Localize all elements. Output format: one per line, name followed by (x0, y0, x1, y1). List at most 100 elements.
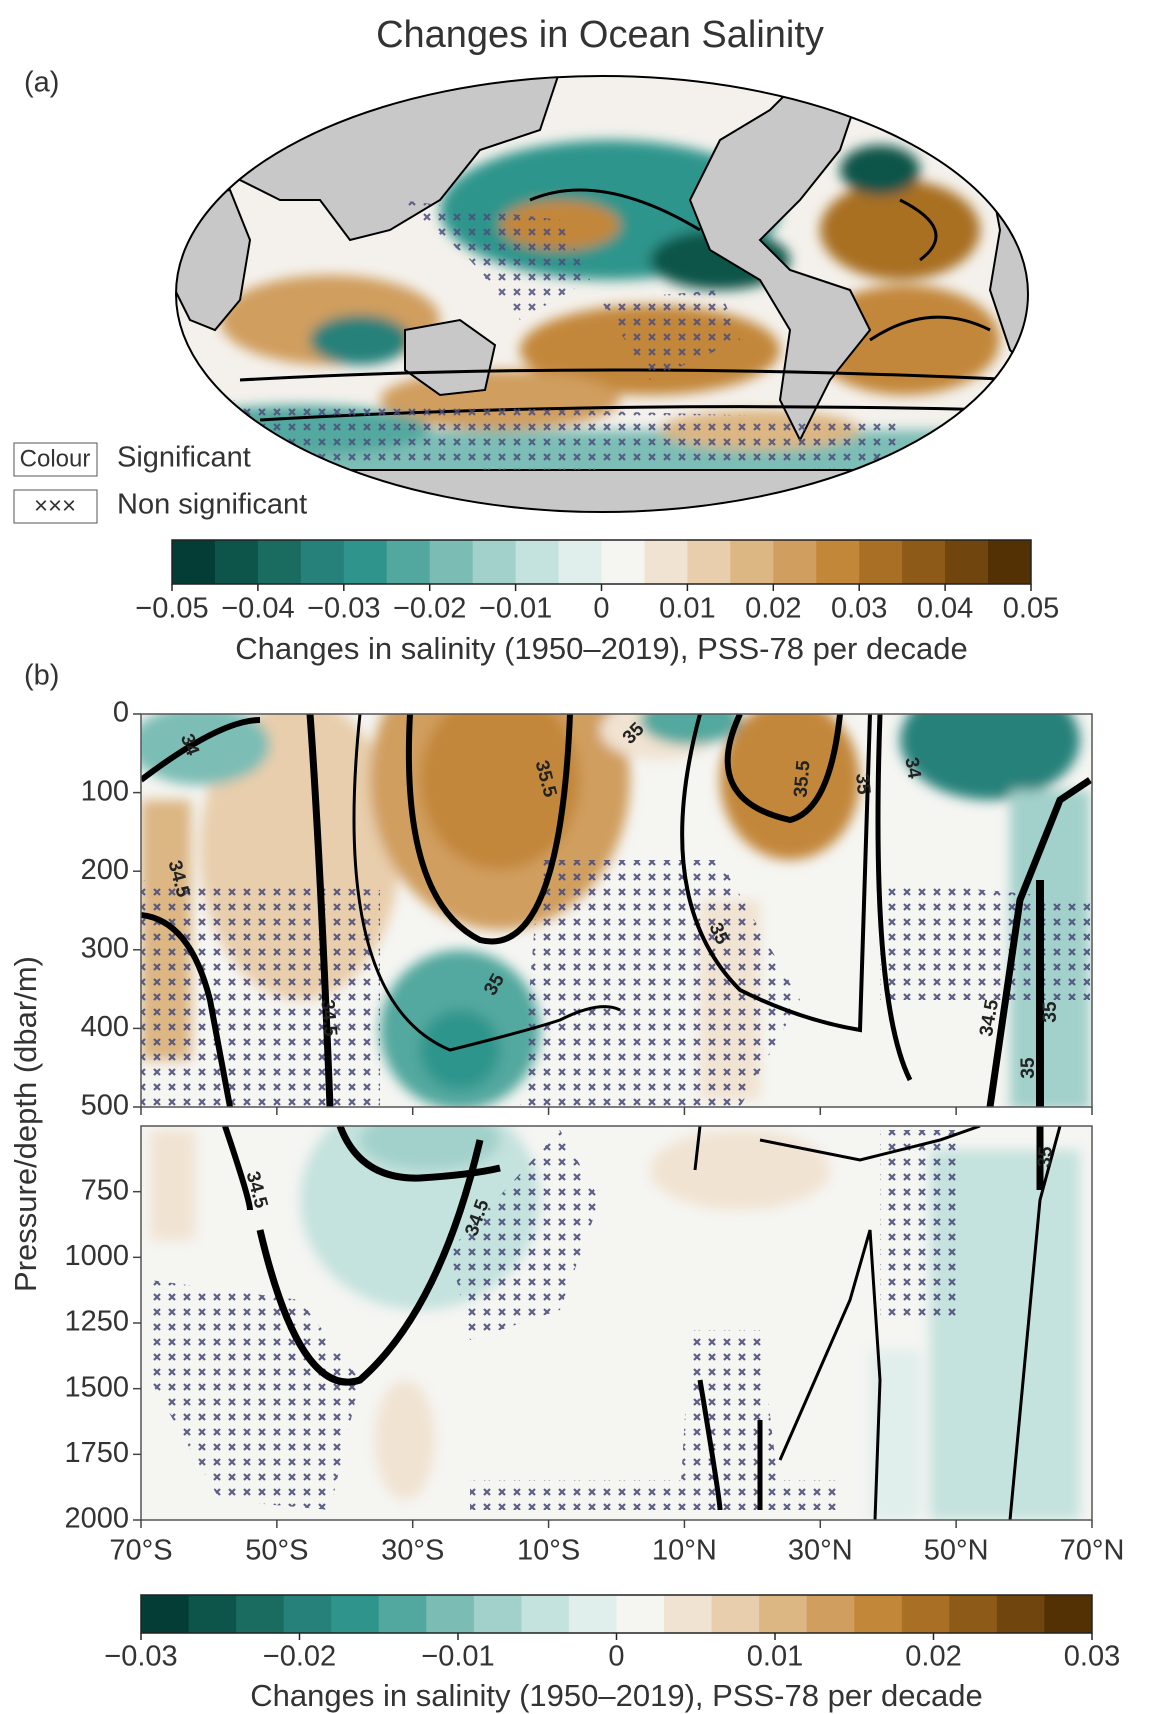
y-tick-label: 100 (81, 775, 129, 807)
colorbar-tick-label: 0.01 (747, 1641, 803, 1673)
colorbar-tick-label: 0.03 (831, 593, 887, 625)
x-tick-label: 30°N (788, 1535, 853, 1567)
map (176, 76, 1028, 512)
colorbar-bin (257, 540, 302, 584)
section-upper (141, 714, 1092, 1107)
colorbar-tick-label: −0.04 (221, 593, 294, 625)
legend-symbol: ××× (34, 492, 76, 519)
colorbar-tick-label: −0.05 (135, 593, 208, 625)
y-tick-label: 400 (81, 1011, 129, 1043)
x-tick-label: 50°N (924, 1535, 989, 1567)
y-tick-label: 2000 (64, 1503, 129, 1535)
colorbar-bin (759, 1595, 808, 1633)
x-tick-label: 10°N (652, 1535, 717, 1567)
colorbar-bin (172, 540, 216, 584)
y-tick-label: 500 (81, 1090, 129, 1122)
colorbar-tick-label: −0.01 (421, 1641, 494, 1673)
colorbar-bin (188, 1595, 237, 1633)
contour-label: 35.5 (790, 759, 814, 798)
colorbar-tick-label: 0.02 (745, 593, 801, 625)
colorbar-bin (343, 540, 388, 584)
colorbar-bin (816, 540, 860, 584)
colorbar-bin (687, 540, 731, 584)
colorbar-bin (426, 1595, 475, 1633)
colorbar-bin (558, 540, 602, 584)
colorbar-bin (854, 1595, 903, 1633)
legend-label: Non significant (117, 489, 307, 521)
colorbar-bin (644, 540, 688, 584)
y-tick-label: 750 (81, 1174, 129, 1206)
colorbar-bin (472, 540, 517, 584)
x-tick-label: 50°S (245, 1535, 308, 1567)
colorbar-bin (664, 1595, 713, 1633)
contour-label: 34.5 (316, 999, 340, 1038)
colorbar-tick-label: −0.03 (307, 593, 380, 625)
colorbar-tick-label: 0.01 (659, 593, 715, 625)
y-axis-label: Pressure/depth (dbar/m) (8, 956, 43, 1292)
colorbar-bin (902, 540, 946, 584)
colorbar-bin (386, 540, 431, 584)
y-tick-label: 1000 (64, 1240, 129, 1272)
panel-label: (a) (24, 67, 59, 99)
colorbar-bin (141, 1595, 190, 1633)
colorbar-tick-label: 0 (608, 1641, 624, 1673)
colorbar-label: Changes in salinity (1950–2019), PSS-78 … (250, 1678, 982, 1713)
y-tick-label: 1500 (64, 1371, 129, 1403)
colorbar-bin (214, 540, 259, 584)
colorbar-bin (1044, 1595, 1093, 1633)
panel-label: (b) (24, 660, 59, 692)
colorbar-tick-label: 0.03 (1064, 1641, 1120, 1673)
colorbar-tick-label: 0.04 (917, 593, 973, 625)
x-tick-label: 70°S (109, 1535, 172, 1567)
colorbar-bin (949, 1595, 998, 1633)
colorbar-tick-label: 0 (593, 593, 609, 625)
colorbar-bin (521, 1595, 570, 1633)
colorbar-bin (616, 1595, 665, 1633)
section-lower (141, 1126, 1092, 1520)
contour-label: 35 (851, 773, 874, 796)
colorbar-bin (236, 1595, 285, 1633)
x-tick-label: 70°N (1060, 1535, 1125, 1567)
colorbar-bin (730, 540, 774, 584)
colorbar-bin (429, 540, 474, 584)
colorbar-bin (331, 1595, 380, 1633)
colorbar-bin (711, 1595, 760, 1633)
legend-symbol: Colour (20, 445, 91, 472)
colorbar-bin (283, 1595, 332, 1633)
y-tick-label: 1250 (64, 1306, 129, 1338)
colorbar-bin (901, 1595, 950, 1633)
colorbar-bin (601, 540, 645, 584)
y-tick-label: 200 (81, 854, 129, 886)
panel-frame (140, 713, 1093, 1108)
colorbar-tick-label: −0.02 (263, 1641, 336, 1673)
colorbar-label: Changes in salinity (1950–2019), PSS-78 … (235, 631, 967, 666)
colorbar-bin (996, 1595, 1045, 1633)
legend-label: Significant (117, 442, 251, 474)
colorbar-tick-label: −0.03 (104, 1641, 177, 1673)
colorbar-tick-label: −0.01 (479, 593, 552, 625)
colorbar-bin (378, 1595, 427, 1633)
colorbar-bin (945, 540, 989, 584)
map-frame (175, 75, 1029, 513)
x-tick-label: 10°S (517, 1535, 580, 1567)
y-tick-label: 300 (81, 932, 129, 964)
y-tick-label: 0 (113, 697, 129, 729)
colorbar-bin (568, 1595, 617, 1633)
y-tick-label: 1750 (64, 1437, 129, 1469)
legend-box (13, 442, 98, 477)
legend-box (13, 489, 98, 524)
colorbar-tick-label: 0.05 (1003, 593, 1059, 625)
contour-label: 35 (1040, 1001, 1061, 1023)
title: Changes in Ocean Salinity (376, 14, 824, 56)
colorbar-bin (473, 1595, 522, 1633)
colorbar-bin (773, 540, 817, 584)
contour-label: 35 (1018, 1057, 1039, 1079)
colorbar-tick-label: −0.02 (393, 593, 466, 625)
colorbar-tick-label: 0.02 (905, 1641, 961, 1673)
colorbar-bin (300, 540, 345, 584)
colorbar-bin (515, 540, 560, 584)
colorbar-bin (988, 540, 1032, 584)
colorbar-bin (806, 1595, 855, 1633)
colorbar-bin (859, 540, 903, 584)
